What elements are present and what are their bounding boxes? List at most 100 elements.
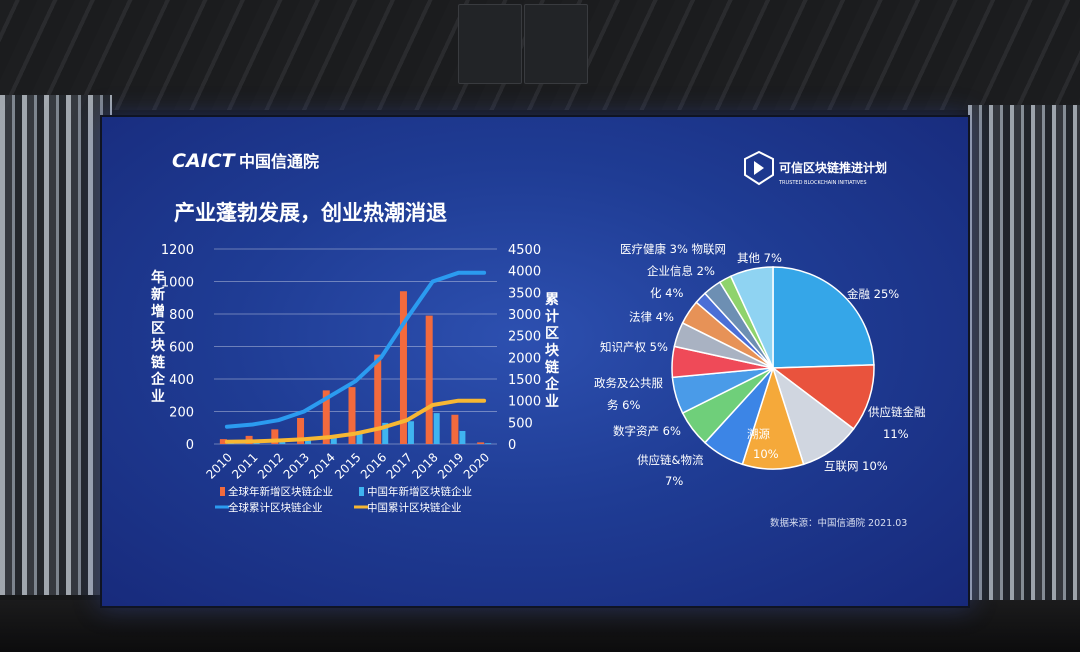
bar-china-2013 bbox=[305, 439, 312, 444]
right-axis-label: 累计区块链企业 bbox=[544, 292, 560, 410]
pie-label-zhengwu: 政务及公共服 bbox=[594, 376, 663, 390]
right-axis-ticks: 0 500 1000 1500 2000 2500 3000 3500 4000 4500 bbox=[508, 243, 541, 453]
speaker-right bbox=[524, 4, 588, 84]
bar-global-2019 bbox=[451, 414, 459, 444]
axis-label-char: 计 bbox=[545, 308, 559, 325]
axis-label-char: 链 bbox=[545, 359, 560, 376]
bar-global-2013 bbox=[297, 418, 305, 444]
pie-slice-13 bbox=[729, 266, 774, 369]
pie-label-yiliao: 医疗健康 3% 物联网 bbox=[620, 242, 726, 256]
bar-global-2016 bbox=[374, 354, 382, 444]
x-tick-label: 2014 bbox=[306, 450, 337, 481]
speaker-left bbox=[458, 4, 522, 84]
left-tick-label: 600 bbox=[169, 341, 194, 356]
axis-label-char: 企 bbox=[544, 376, 560, 393]
bar-china-2020 bbox=[485, 443, 492, 444]
bar-global-2020 bbox=[477, 442, 485, 444]
line-series bbox=[224, 270, 487, 444]
x-tick-label: 2012 bbox=[255, 450, 286, 481]
bar-global-2018 bbox=[425, 315, 433, 444]
legend-swatch bbox=[220, 487, 225, 496]
bar-china-2018 bbox=[433, 413, 440, 444]
line-global-cumulative bbox=[224, 270, 487, 429]
axis-label-char: 区 bbox=[545, 326, 559, 342]
line-china-cumulative bbox=[224, 398, 487, 444]
legend-label: 全球累计区块链企业 bbox=[228, 501, 323, 514]
x-tick-label: 2011 bbox=[229, 450, 260, 481]
pie-label-jinrong: 金融 25% bbox=[847, 287, 899, 301]
pie-label-hulian: 互联网 10% bbox=[824, 459, 888, 473]
right-tick-label: 0 bbox=[508, 438, 516, 453]
pie-label-falv: 法律 4% bbox=[629, 310, 674, 324]
bar-china-2014 bbox=[330, 435, 337, 444]
x-tick-label: 2016 bbox=[358, 450, 389, 481]
left-tick-label: 400 bbox=[169, 373, 194, 388]
bar-china-2012 bbox=[279, 440, 286, 444]
bar-global-2017 bbox=[399, 291, 407, 444]
axis-label-char: 业 bbox=[151, 389, 165, 405]
left-tick-label: 800 bbox=[169, 308, 194, 323]
pie-label-qiye: 企业信息 2% bbox=[647, 264, 715, 278]
pie-label-gyl-pct: 7% bbox=[665, 474, 683, 488]
bar-global-2010 bbox=[219, 439, 227, 444]
x-tick-label: 2018 bbox=[409, 450, 440, 481]
right-tick-label: 1500 bbox=[508, 373, 541, 388]
axis-label-char: 链 bbox=[151, 354, 166, 371]
bar-china-2016 bbox=[382, 422, 389, 444]
bar-china-2017 bbox=[407, 421, 414, 444]
pie-label-zhishi: 知识产权 5% bbox=[600, 340, 668, 354]
pie-slice-0 bbox=[772, 266, 875, 369]
slide-title: 产业蓬勃发展，创业热潮消退 bbox=[174, 201, 447, 225]
slide-canvas: CAICT 中国信通院 可信区块链推进计划 TRUSTED BLOCKCHAIN… bbox=[150, 150, 926, 529]
right-tick-label: 4500 bbox=[508, 243, 541, 258]
left-axis-ticks: 0 200 400 600 800 1000 1200 bbox=[161, 243, 194, 453]
right-tick-label: 500 bbox=[508, 416, 533, 431]
axis-label-char: 增 bbox=[151, 303, 165, 320]
legend-swatch bbox=[359, 487, 364, 496]
tbi-logo: 可信区块链推进计划 TRUSTED BLOCKCHAIN INITIATIVES bbox=[744, 150, 887, 186]
pie-slice-1 bbox=[770, 364, 875, 430]
right-tick-label: 3000 bbox=[508, 308, 541, 323]
axis-label-char: 新 bbox=[151, 286, 165, 303]
pie-label-qita: 其他 7% bbox=[737, 251, 782, 265]
pie-label-zhengwu-pct: 务 6% bbox=[607, 398, 640, 412]
tbi-name: 可信区块链推进计划 bbox=[779, 160, 887, 175]
pie-label-suyuan-pct: 10% bbox=[753, 447, 779, 461]
legend-label: 中国累计区块链企业 bbox=[367, 501, 462, 514]
bar-global-2014 bbox=[322, 390, 330, 444]
left-tick-label: 1000 bbox=[161, 276, 194, 291]
axis-label-char: 业 bbox=[545, 394, 559, 410]
caict-logo: CAICT 中国信通院 bbox=[172, 150, 319, 172]
left-axis-label: 年新增区块链企业 bbox=[150, 269, 166, 405]
pie-label-gyl: 供应链&物流 bbox=[637, 453, 704, 467]
left-tick-label: 200 bbox=[169, 406, 194, 421]
pie-labels: 金融 25% 供应链金融 11% 互联网 10% 溯源 10% 供应链&物流 7… bbox=[594, 242, 926, 488]
data-source: 数据来源：中国信通院 2021.03 bbox=[770, 517, 907, 529]
axis-label-char: 块 bbox=[151, 338, 166, 354]
axis-label-char: 年 bbox=[151, 269, 165, 286]
x-tick-label: 2015 bbox=[332, 450, 363, 481]
right-tick-label: 1000 bbox=[508, 395, 541, 410]
play-icon bbox=[754, 161, 764, 175]
wall-slats-left bbox=[0, 95, 112, 595]
right-tick-label: 2000 bbox=[508, 351, 541, 366]
pie-label-gylj-pct: 11% bbox=[883, 427, 909, 441]
axis-label-char: 区 bbox=[151, 321, 165, 337]
bar-global-2015 bbox=[348, 387, 356, 444]
right-tick-label: 3500 bbox=[508, 286, 541, 301]
axis-label-char: 块 bbox=[545, 343, 560, 359]
x-tick-label: 2017 bbox=[384, 450, 415, 481]
x-tick-label: 2019 bbox=[435, 450, 466, 481]
wall-slats-right bbox=[968, 105, 1080, 605]
right-tick-label: 2500 bbox=[508, 330, 541, 345]
legend-label: 全球年新增区块链企业 bbox=[228, 485, 333, 498]
projection-screen: CAICT 中国信通院 可信区块链推进计划 TRUSTED BLOCKCHAIN… bbox=[100, 115, 970, 608]
x-axis-ticks: 2010201120122013201420152016201720182019… bbox=[203, 450, 492, 481]
pie-label-suyuan: 溯源 bbox=[747, 427, 770, 441]
left-tick-label: 1200 bbox=[161, 243, 194, 258]
bar-china-2019 bbox=[459, 431, 466, 444]
right-tick-label: 4000 bbox=[508, 265, 541, 280]
legend-label: 中国年新增区块链企业 bbox=[367, 485, 472, 498]
bar-global-2012 bbox=[271, 429, 279, 444]
